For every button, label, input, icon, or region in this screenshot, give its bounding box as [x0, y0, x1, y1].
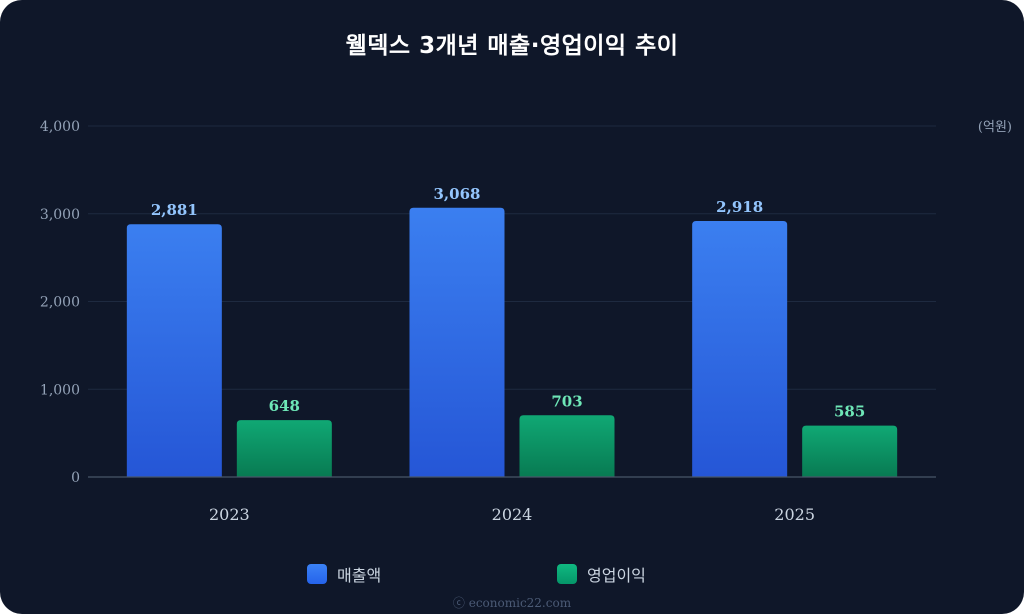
y-tick-label: 1,000	[40, 382, 80, 398]
data-label-operating-profit-2024: 703	[551, 392, 582, 410]
y-tick-label: 3,000	[40, 207, 80, 223]
footer-credit: ⓒ economic22.com	[452, 596, 572, 610]
legend-swatch-operating-profit	[557, 564, 577, 584]
data-label-revenue-2024: 3,068	[434, 185, 481, 203]
unit-label: (억원)	[978, 120, 1012, 135]
x-tick-label: 2024	[492, 505, 533, 524]
y-tick-label: 4,000	[40, 119, 80, 135]
data-label-revenue-2025: 2,918	[716, 198, 763, 216]
legend-swatch-revenue	[307, 564, 327, 584]
bar-revenue-2024[interactable]	[409, 207, 505, 477]
x-tick-label: 2023	[209, 505, 250, 524]
legend-label-revenue: 매출액	[337, 566, 382, 585]
bar-operating-profit-2025[interactable]	[802, 425, 898, 477]
data-label-operating-profit-2023: 648	[269, 397, 300, 415]
y-tick-label: 0	[71, 470, 80, 486]
legend: 매출액 영업이익	[0, 561, 1024, 587]
bar-operating-profit-2024[interactable]	[519, 415, 615, 477]
data-label-operating-profit-2025: 585	[834, 403, 865, 421]
x-tick-label: 2025	[774, 505, 815, 524]
bar-revenue-2023[interactable]	[126, 224, 222, 477]
legend-item-operating-profit[interactable]: 영업이익	[557, 561, 646, 587]
bar-revenue-2025[interactable]	[692, 220, 788, 477]
chart-title: 웰덱스 3개년 매출·영업이익 추이	[345, 33, 679, 59]
legend-item-revenue[interactable]: 매출액	[307, 561, 381, 587]
bar-operating-profit-2023[interactable]	[236, 420, 332, 477]
legend-label-operating-profit: 영업이익	[587, 566, 646, 585]
y-tick-label: 2,000	[40, 295, 80, 311]
data-label-revenue-2023: 2,881	[151, 201, 198, 219]
